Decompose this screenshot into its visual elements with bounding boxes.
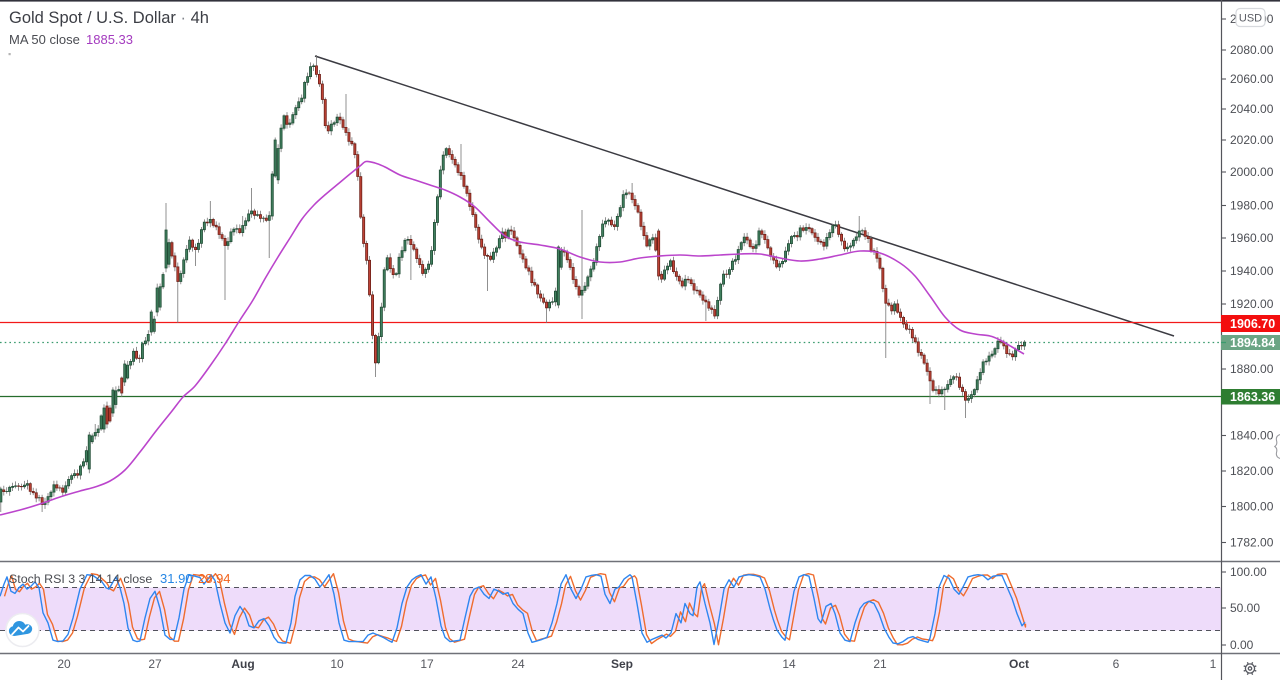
svg-text:Stoch RSI 3 3 14 14 close: Stoch RSI 3 3 14 14 close (9, 572, 152, 586)
svg-text:1782.00: 1782.00 (1230, 536, 1274, 550)
svg-text:2020.00: 2020.00 (1230, 133, 1274, 147)
svg-text:1820.00: 1820.00 (1230, 464, 1274, 478)
svg-text:28.94: 28.94 (198, 571, 231, 586)
svg-text:10: 10 (330, 657, 344, 671)
svg-text:2040.00: 2040.00 (1230, 102, 1274, 116)
svg-text:31.90: 31.90 (160, 571, 193, 586)
svg-text:1800.00: 1800.00 (1230, 500, 1274, 514)
svg-text:1894.84: 1894.84 (1230, 336, 1275, 350)
svg-text:USD: USD (1239, 13, 1262, 25)
svg-text:0.00: 0.00 (1230, 638, 1254, 652)
svg-text:1920.00: 1920.00 (1230, 297, 1274, 311)
svg-text:MA 50 close: MA 50 close (9, 32, 80, 47)
svg-text:50.00: 50.00 (1230, 601, 1260, 615)
svg-text:2060.00: 2060.00 (1230, 72, 1274, 86)
svg-text:100.00: 100.00 (1230, 565, 1267, 579)
svg-text:21: 21 (873, 657, 887, 671)
svg-text:2080.00: 2080.00 (1230, 43, 1274, 57)
svg-text:1960.00: 1960.00 (1230, 231, 1274, 245)
svg-text:1906.70: 1906.70 (1230, 317, 1275, 331)
svg-text:1840.00: 1840.00 (1230, 429, 1274, 443)
svg-text:1: 1 (1210, 657, 1217, 671)
svg-text:20: 20 (57, 657, 71, 671)
svg-text:Oct: Oct (1009, 657, 1029, 671)
svg-text:1863.36: 1863.36 (1230, 390, 1275, 404)
svg-text:1980.00: 1980.00 (1230, 199, 1274, 213)
svg-text:6: 6 (1113, 657, 1120, 671)
svg-text:24: 24 (511, 657, 525, 671)
svg-text:27: 27 (148, 657, 162, 671)
svg-text:Gold Spot / U.S. Dollar · 4h: Gold Spot / U.S. Dollar · 4h (9, 9, 209, 27)
svg-text:1940.00: 1940.00 (1230, 264, 1274, 278)
svg-text:1885.33: 1885.33 (86, 32, 133, 47)
svg-text:14: 14 (782, 657, 796, 671)
svg-text:2000.00: 2000.00 (1230, 165, 1274, 179)
svg-text:Aug: Aug (231, 657, 254, 671)
svg-text:17: 17 (420, 657, 434, 671)
svg-text:Sep: Sep (611, 657, 633, 671)
svg-text:1880.00: 1880.00 (1230, 362, 1274, 376)
